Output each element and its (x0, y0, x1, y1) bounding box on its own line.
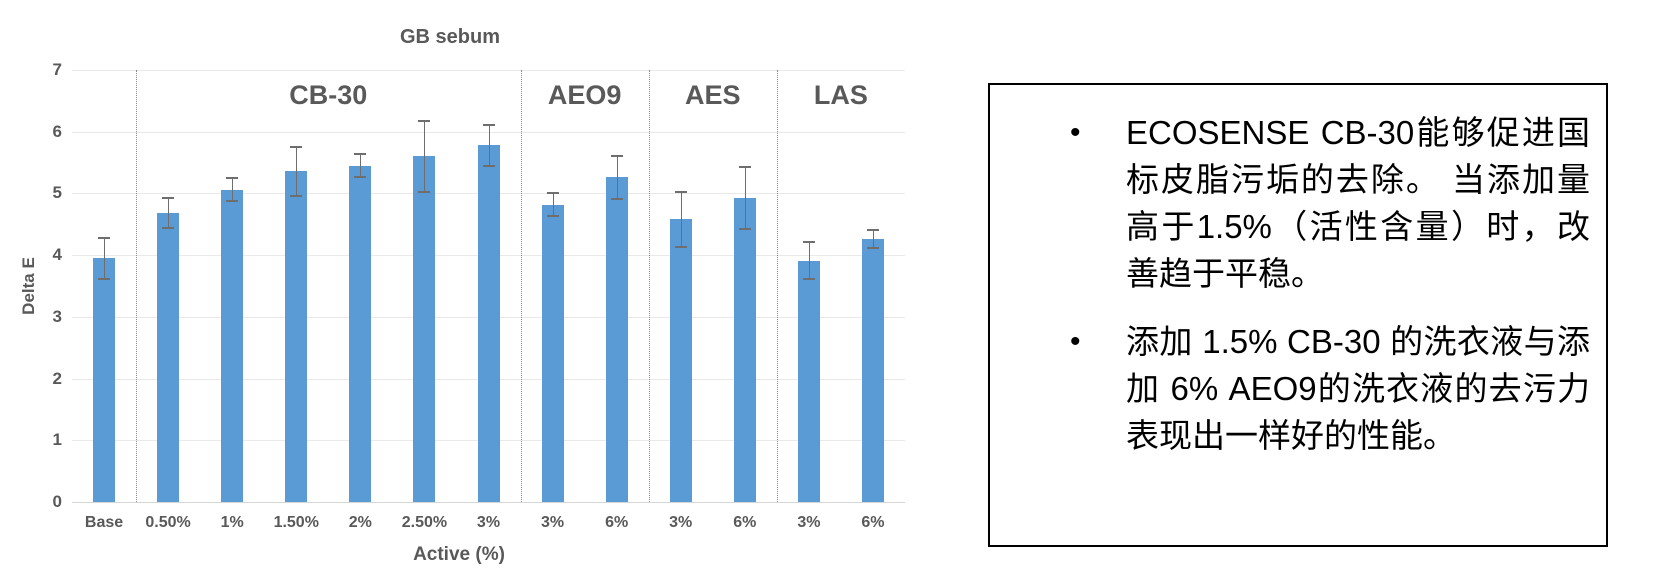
bullet-item: • ECOSENSE CB-30能够促进国标皮脂污垢的去除。 当添加量高于1.5… (1070, 109, 1590, 297)
error-bar-cap (226, 177, 239, 179)
bar (285, 171, 308, 502)
error-bar (168, 198, 170, 228)
bar (93, 258, 116, 502)
error-bar-cap (290, 145, 303, 148)
x-tick-label: 6% (605, 514, 629, 531)
error-bar (680, 191, 682, 248)
bullet-icon: • (1070, 325, 1081, 358)
error-bar (360, 153, 362, 178)
bar (221, 189, 244, 502)
error-bar (872, 229, 874, 249)
bar (797, 260, 820, 502)
error-bar (744, 166, 746, 229)
error-bar-cap (354, 176, 367, 179)
bullet-icon: • (1070, 116, 1081, 149)
bar (733, 197, 756, 502)
bullet-text: 添加 1.5% CB-30 的洗衣液与添加 6% AEO9的洗衣液的去污力表现出… (1126, 323, 1590, 454)
bar (861, 239, 884, 502)
x-tick-label: Base (84, 514, 124, 531)
x-tick-label: 6% (861, 514, 885, 531)
error-bar (488, 124, 490, 166)
x-tick-label: 3% (476, 514, 501, 531)
error-bar-cap (418, 120, 431, 123)
error-bar-cap (98, 236, 111, 239)
error-bar-cap (546, 215, 559, 218)
error-bar (552, 192, 554, 217)
y-tick-label: 4 (52, 245, 62, 265)
x-tick-label: 2% (348, 514, 372, 531)
error-bar-cap (482, 164, 495, 167)
chart-title: GB sebum (399, 26, 501, 48)
error-bar-cap (354, 152, 367, 155)
group-divider (136, 70, 138, 502)
group-label: CB-30 (289, 80, 368, 110)
gb-sebum-bar-chart: GB sebum Delta E 0 1 2 3 4 5 6 7 CB-30 AEO9 AES LAS… (19, 26, 905, 565)
error-bar-cap (162, 226, 175, 229)
group-divider (648, 70, 650, 502)
error-bar-cap (866, 247, 879, 250)
bar (541, 204, 564, 502)
y-tick-label: 0 (52, 492, 62, 511)
x-tick-label: 2.50% (401, 514, 448, 531)
x-tick-label: 1% (220, 514, 244, 531)
group-label: LAS (813, 80, 868, 110)
group-divider (776, 70, 778, 502)
gridline (72, 502, 905, 503)
error-bar-cap (610, 197, 623, 200)
error-bar-cap (674, 190, 687, 193)
bar (413, 156, 436, 502)
error-bar-cap (546, 191, 559, 194)
error-bar-cap (738, 227, 751, 230)
x-tick-label: 3% (541, 514, 565, 531)
group-divider (520, 70, 522, 502)
x-tick-label: 3% (797, 514, 821, 531)
error-bar-cap (226, 200, 239, 203)
y-tick-label: 6 (52, 121, 62, 141)
error-bar-cap (866, 228, 879, 231)
bar (669, 219, 692, 502)
error-bar (104, 237, 106, 279)
group-label: AES (685, 80, 741, 110)
gridline (72, 70, 905, 71)
x-axis-title: Active (%) (413, 544, 505, 565)
error-bar-cap (98, 277, 111, 280)
error-bar (424, 121, 426, 192)
bullet-text: ECOSENSE CB-30能够促进国标皮脂污垢的去除。 当添加量高于1.5%（… (1126, 114, 1590, 292)
error-bar-cap (418, 190, 431, 193)
error-bar-cap (674, 246, 687, 249)
error-bar-cap (482, 123, 495, 126)
x-tick-label: 6% (733, 514, 757, 531)
y-tick-label: 5 (52, 183, 62, 203)
notes-box: • ECOSENSE CB-30能够促进国标皮脂污垢的去除。 当添加量高于1.5… (988, 83, 1608, 547)
error-bar-cap (290, 194, 303, 197)
error-bar (296, 146, 298, 196)
x-tick-label: 1.50% (273, 514, 319, 531)
group-label: AEO9 (547, 80, 622, 110)
y-tick-label: 1 (52, 430, 62, 450)
bar (605, 177, 628, 502)
y-tick-label: 2 (52, 368, 62, 388)
y-tick-label: 3 (52, 306, 62, 326)
error-bar-cap (610, 154, 623, 157)
error-bar (808, 242, 810, 280)
bar (349, 165, 372, 502)
error-bar (616, 155, 618, 199)
bar (157, 213, 180, 502)
error-bar-cap (802, 241, 815, 244)
error-bar-cap (802, 278, 815, 281)
bar (477, 145, 500, 502)
x-tick-label: 3% (669, 514, 693, 531)
error-bar-cap (738, 165, 751, 168)
x-tick-label: 0.50% (145, 514, 191, 531)
bullet-item: • 添加 1.5% CB-30 的洗衣液与添加 6% AEO9的洗衣液的去污力表… (1070, 318, 1590, 459)
error-bar (232, 178, 234, 202)
error-bar-cap (162, 197, 175, 200)
y-tick-label: 7 (52, 60, 62, 79)
